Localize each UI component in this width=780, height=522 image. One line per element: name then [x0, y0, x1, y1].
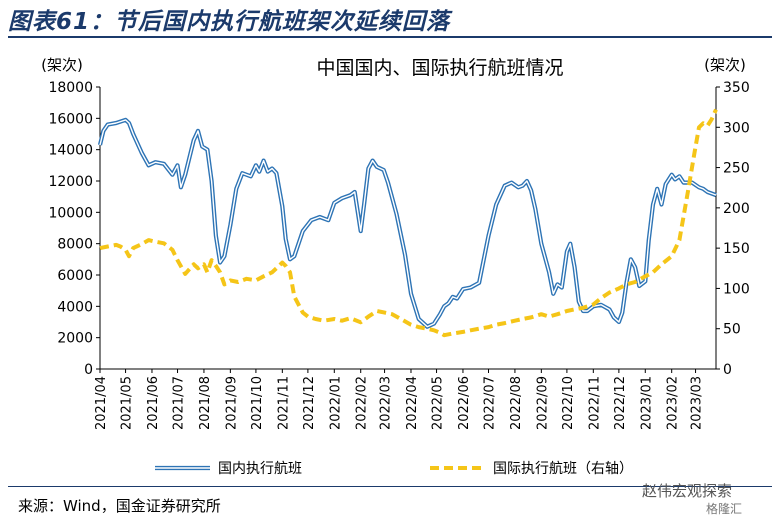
x-tick-label: 2023/02	[666, 376, 681, 430]
watermark-small: 格隆汇	[706, 502, 743, 516]
title-rule	[8, 36, 772, 38]
series-line-international	[99, 108, 718, 338]
y-axis-label-left: (架次)	[41, 56, 83, 74]
x-tick-label: 2022/12	[613, 376, 628, 430]
chart-title: 中国国内、国际执行航班情况	[316, 57, 563, 79]
x-tick-label: 2022/06	[457, 376, 472, 430]
x-tick-label: 2021/06	[146, 376, 161, 430]
x-tick-label: 2022/05	[431, 376, 446, 430]
y-tick-label-left: 8000	[57, 237, 93, 253]
y-tick-label-right: 200	[723, 201, 750, 217]
x-tick-label: 2021/11	[276, 376, 291, 430]
x-tick-label: 2022/01	[328, 376, 343, 430]
series-layer	[97, 108, 718, 338]
y-tick-label-right: 100	[723, 281, 750, 297]
x-tick-label: 2022/02	[355, 376, 370, 430]
series-line-domestic-outline	[97, 117, 717, 329]
footer-rule	[8, 486, 772, 487]
x-tick-label: 2022/08	[509, 376, 524, 430]
x-tick-label: 2023/01	[639, 376, 654, 430]
watermark: 赵伟宏观探索	[642, 482, 733, 500]
y-tick-label-left: 18000	[48, 80, 93, 96]
x-tick-label: 2021/08	[198, 376, 213, 430]
x-tick-label: 2021/04	[94, 376, 109, 430]
source-note: 来源：Wind，国金证券研究所	[18, 497, 221, 515]
x-tick-label: 2021/12	[302, 376, 317, 430]
y-tick-label-right: 150	[723, 241, 750, 257]
y-tick-label-right: 0	[723, 362, 732, 378]
y-tick-label-right: 350	[723, 80, 750, 96]
line-chart: 中国国内、国际执行航班情况 (架次) (架次) 0200040006000800…	[41, 56, 750, 477]
y-tick-label-left: 10000	[48, 205, 93, 221]
y-tick-label-left: 16000	[48, 111, 93, 127]
legend-label-international: 国际执行航班（右轴）	[493, 461, 633, 477]
y-axis-label-right: (架次)	[704, 56, 746, 74]
y-tick-label-left: 6000	[57, 268, 93, 284]
series-line-domestic	[99, 119, 717, 328]
x-tick-label: 2021/05	[120, 376, 135, 430]
x-tick-label: 2022/11	[587, 376, 602, 430]
x-tick-label: 2021/10	[250, 376, 265, 430]
x-tick-label: 2022/10	[561, 376, 576, 430]
x-tick-label: 2022/03	[379, 376, 394, 430]
y-tick-label-left: 0	[84, 362, 93, 378]
y-tick-label-right: 50	[723, 322, 741, 338]
y-tick-label-right: 250	[723, 161, 750, 177]
axes: 0200040006000800010000120001400016000180…	[48, 80, 749, 430]
y-tick-label-right: 300	[723, 120, 750, 136]
x-tick-label: 2022/04	[405, 376, 420, 430]
x-tick-label: 2023/03	[690, 376, 705, 430]
x-tick-label: 2022/07	[483, 376, 498, 430]
y-tick-label-left: 4000	[57, 299, 93, 315]
x-tick-label: 2022/09	[535, 376, 550, 430]
y-tick-label-left: 12000	[48, 174, 93, 190]
figure-title: 图表61：节后国内执行航班架次延续回落	[8, 9, 451, 35]
legend-label-domestic: 国内执行航班	[218, 461, 302, 477]
y-tick-label-left: 2000	[57, 331, 93, 347]
x-tick-label: 2021/07	[172, 376, 187, 430]
legend: 国内执行航班 国际执行航班（右轴）	[155, 461, 633, 477]
y-tick-label-left: 14000	[48, 143, 93, 159]
x-tick-label: 2021/09	[224, 376, 239, 430]
